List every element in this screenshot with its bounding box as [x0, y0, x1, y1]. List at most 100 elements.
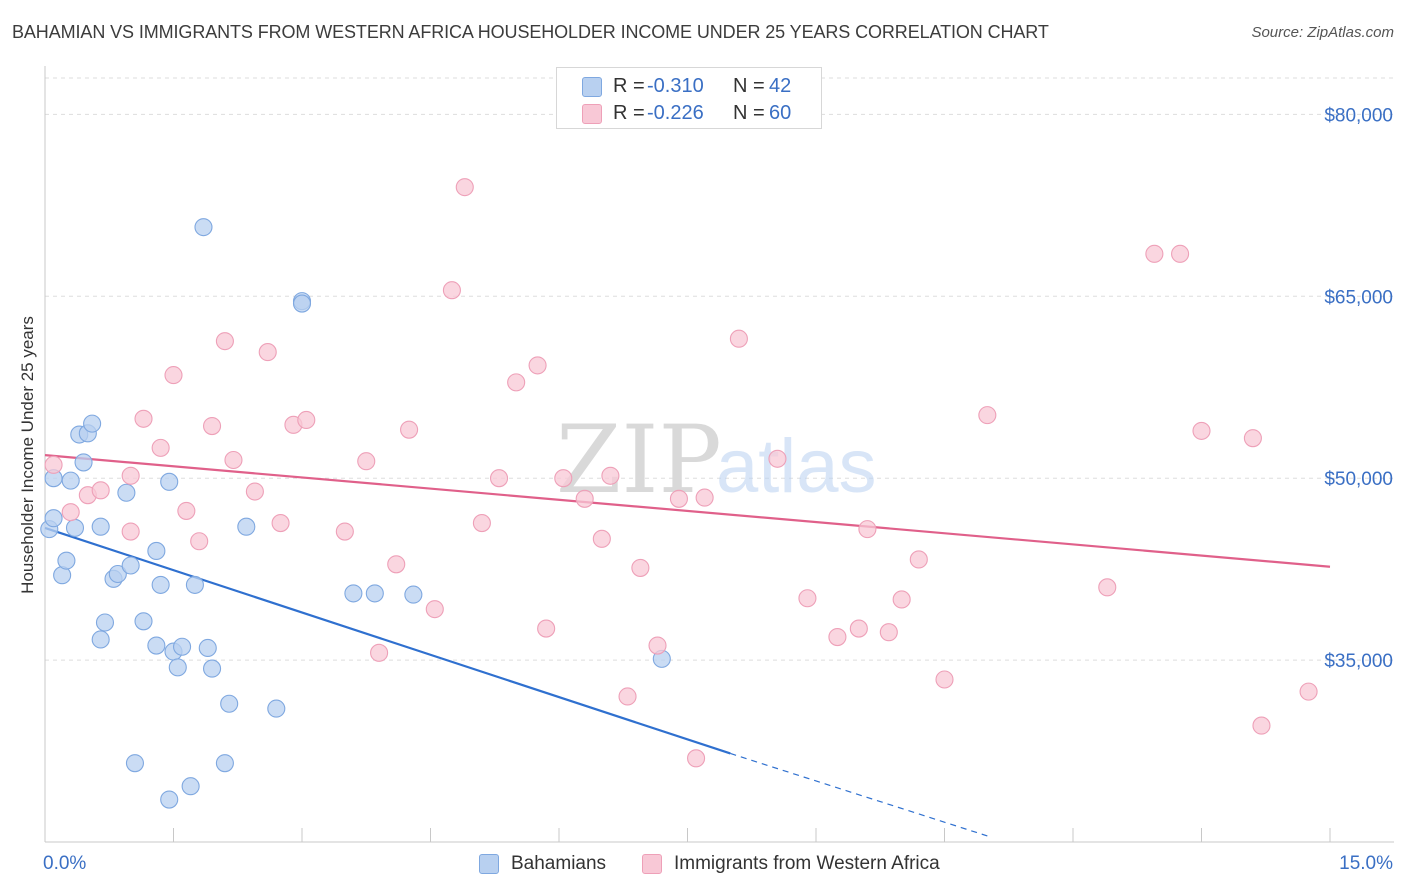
bahamians-point	[160, 472, 179, 491]
western-africa-point	[892, 590, 911, 609]
bahamians-point	[61, 471, 80, 490]
bahamians-point	[108, 564, 127, 584]
western-africa-point	[1252, 716, 1271, 735]
legend-n-value-western-africa: 60	[769, 101, 792, 124]
western-africa-point	[798, 589, 817, 608]
western-africa-point	[1299, 682, 1318, 701]
chart-title: BAHAMIAN VS IMMIGRANTS FROM WESTERN AFRI…	[12, 22, 1049, 42]
bahamians-point	[117, 483, 136, 502]
western-africa-point	[618, 687, 637, 706]
western-africa-point	[978, 406, 997, 425]
bahamians-trend-line-extension	[730, 752, 988, 837]
western-africa-point	[554, 469, 573, 488]
bahamians-point	[91, 517, 110, 536]
western-africa-point	[91, 481, 110, 500]
western-africa-point	[648, 636, 667, 655]
bahamians-point	[404, 585, 423, 604]
legend-swatch-western-africa	[582, 104, 602, 124]
legend-n-label: N =	[733, 74, 765, 97]
western-africa-point	[507, 373, 526, 392]
western-africa-point	[729, 329, 748, 348]
legend-r-value-bahamians: -0.310	[647, 74, 704, 97]
western-africa-point	[134, 409, 153, 428]
bahamians-point	[198, 638, 217, 658]
bahamians-point	[168, 658, 187, 677]
bahamians-point	[173, 637, 192, 656]
western-africa-point	[1145, 244, 1164, 263]
western-africa-point	[44, 455, 63, 474]
western-africa-point	[528, 356, 547, 375]
bahamians-point	[160, 790, 179, 809]
legend-label-western-africa: Immigrants from Western Africa	[674, 853, 940, 874]
bahamians-trend-line	[44, 526, 731, 755]
western-africa-point	[768, 449, 787, 468]
western-africa-point	[592, 529, 611, 548]
bahamians-point	[365, 584, 384, 603]
bahamians-point	[44, 509, 63, 528]
western-africa-point	[909, 550, 928, 569]
western-africa-point	[271, 514, 290, 533]
y-tick-label: $35,000	[1324, 651, 1393, 672]
legend-r-value-western-africa: -0.226	[647, 101, 704, 124]
source-credit: Source: ZipAtlas.com	[1251, 24, 1394, 41]
western-africa-trend-line	[44, 454, 1331, 568]
legend-n-label: N =	[733, 101, 765, 124]
western-africa-point	[828, 628, 847, 647]
legend-label-bahamians: Bahamians	[511, 853, 607, 874]
western-africa-point	[203, 416, 222, 436]
bahamians-point	[292, 294, 312, 313]
western-africa-point	[472, 514, 491, 533]
x-tick-label-max: 15.0%	[1339, 853, 1393, 874]
western-africa-point	[164, 366, 183, 385]
western-africa-point	[1098, 578, 1117, 597]
bahamians-point	[121, 556, 140, 575]
bahamians-point	[185, 575, 204, 594]
y-tick-label: $65,000	[1324, 287, 1393, 308]
western-africa-point	[879, 623, 898, 642]
bahamians-point	[151, 575, 170, 594]
western-africa-point	[537, 619, 556, 638]
bahamians-point	[147, 636, 166, 655]
western-africa-point	[935, 670, 954, 689]
bahamians-point	[125, 754, 144, 773]
bahamians-point	[83, 414, 102, 433]
legend-swatch-western-africa	[642, 854, 662, 874]
western-africa-point	[400, 420, 419, 439]
legend-r-label: R =	[613, 101, 645, 124]
bahamians-point	[215, 754, 234, 773]
bahamians-point	[194, 218, 213, 237]
bahamians-point	[134, 612, 153, 631]
western-africa-point	[442, 281, 461, 300]
bahamians-point	[181, 777, 200, 796]
western-africa-point	[687, 749, 706, 768]
western-africa-point	[849, 619, 868, 638]
western-africa-point	[1192, 421, 1211, 440]
bahamians-point	[91, 630, 110, 649]
bahamians-point	[95, 613, 115, 632]
western-africa-point	[695, 488, 714, 507]
western-africa-point	[370, 643, 389, 662]
western-africa-point	[190, 532, 209, 551]
western-africa-point	[215, 332, 234, 351]
data-points	[40, 178, 1318, 809]
western-africa-point	[224, 450, 243, 470]
legend-n-value-bahamians: 42	[769, 74, 792, 97]
bahamians-point	[147, 541, 166, 561]
western-africa-point	[297, 410, 316, 430]
bahamians-point	[57, 551, 76, 570]
western-africa-point	[387, 555, 406, 574]
western-africa-point	[177, 501, 196, 520]
correlation-legend: R = -0.310 N = 42 R = -0.226 N = 60	[556, 67, 822, 129]
western-africa-point	[425, 600, 444, 619]
bahamians-point	[237, 517, 256, 536]
x-tick-label-min: 0.0%	[43, 853, 86, 874]
western-africa-point	[601, 466, 620, 485]
western-africa-point	[121, 522, 140, 541]
western-africa-point	[151, 438, 170, 457]
y-tick-label: $80,000	[1324, 105, 1393, 126]
tick-labels: $35,000 $50,000 $65,000 $80,000 0.0% 15.0%	[43, 105, 1393, 874]
western-africa-point	[121, 466, 140, 485]
western-africa-point	[245, 482, 264, 501]
legend-r-label: R =	[613, 74, 645, 97]
